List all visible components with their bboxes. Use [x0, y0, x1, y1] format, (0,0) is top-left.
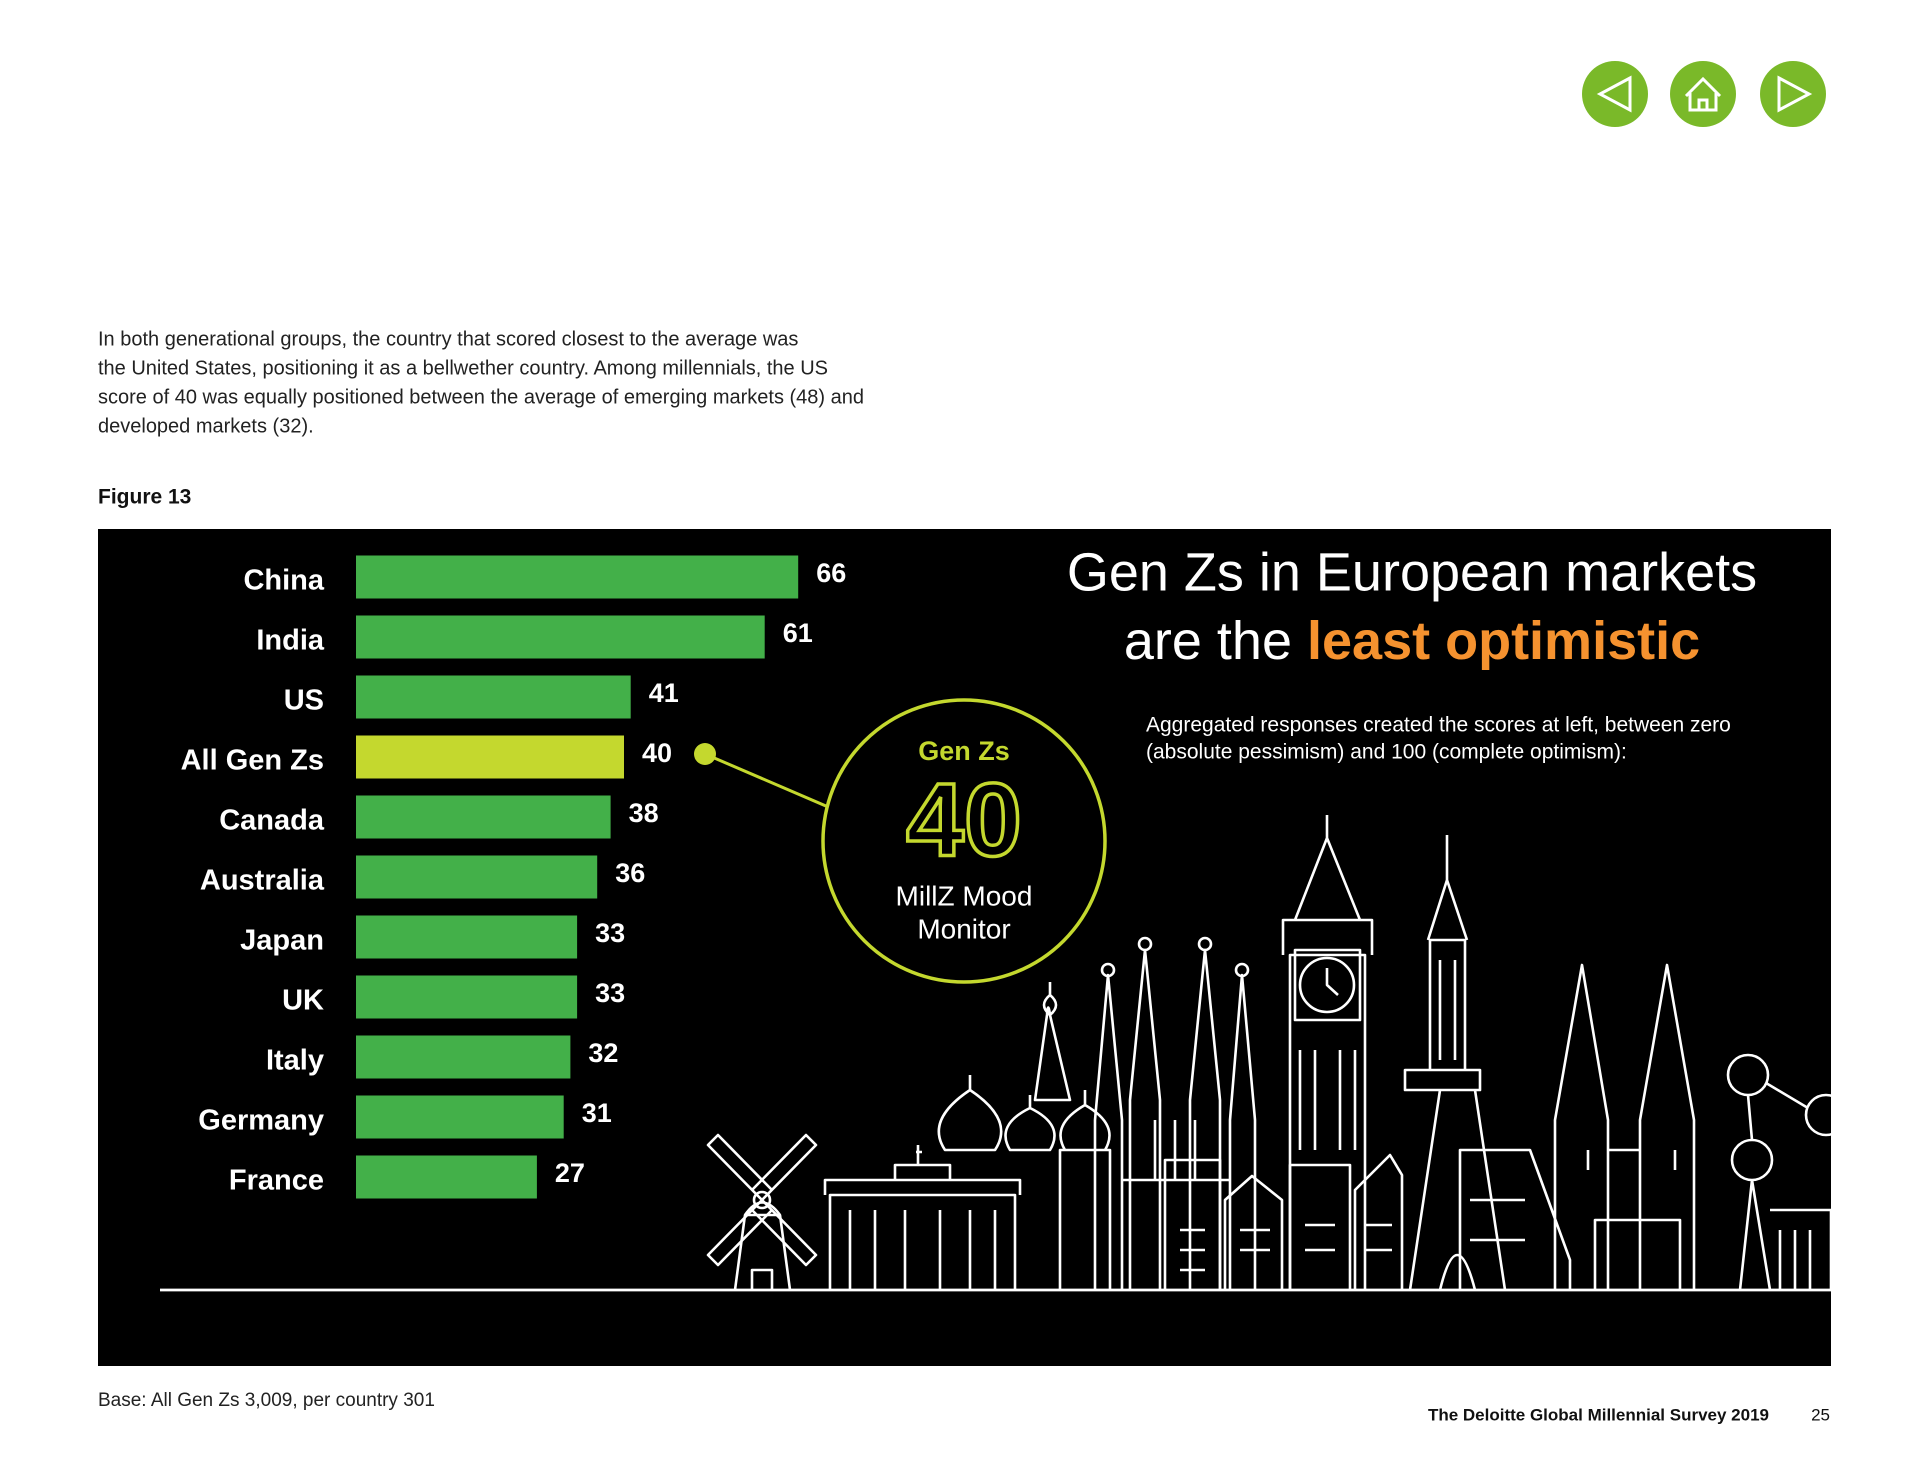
callout-value: 40	[906, 762, 1022, 878]
value-label: 31	[582, 1098, 612, 1128]
body-text: score of 40 was equally positioned betwe…	[98, 386, 864, 408]
skyline-shape	[1804, 1093, 1848, 1137]
category-label: France	[229, 1165, 324, 1197]
skyline-shape	[1325, 968, 1339, 996]
figure-label: Figure 13	[98, 486, 191, 509]
skyline-shape	[1163, 1153, 1404, 1290]
category-label: All Gen Zs	[181, 745, 324, 777]
category-label: UK	[282, 985, 324, 1017]
value-label: 32	[588, 1038, 618, 1068]
value-label: 38	[629, 798, 659, 828]
chart-title-accent: least optimistic	[1307, 611, 1700, 671]
bar	[356, 975, 578, 1019]
skyline-shape	[706, 1133, 818, 1267]
publication: The Deloitte Global Millennial Survey 20…	[1428, 1405, 1769, 1424]
body-text: In both generational groups, the country…	[98, 328, 798, 350]
skyline-shape	[1281, 815, 1374, 1290]
value-label: 33	[595, 978, 625, 1008]
bar	[356, 795, 611, 839]
nav-button[interactable]	[1760, 61, 1826, 127]
callout-dot	[694, 743, 716, 765]
bar	[356, 915, 578, 959]
category-label: India	[256, 625, 325, 657]
value-label: 33	[595, 918, 625, 948]
callout-heading: Gen Zs	[918, 736, 1010, 766]
nav-next[interactable]	[1760, 61, 1826, 127]
category-label: Italy	[266, 1045, 324, 1077]
bar	[356, 735, 624, 779]
skyline-shape	[1197, 936, 1213, 952]
bar	[356, 1095, 564, 1139]
category-label: US	[284, 685, 324, 717]
skyline-shape	[1137, 936, 1153, 952]
skyline-shape	[1293, 948, 1362, 1022]
category-label: Japan	[240, 925, 324, 957]
page-number: 25	[1811, 1405, 1830, 1424]
nav-button[interactable]	[1582, 61, 1648, 127]
value-label: 27	[555, 1158, 585, 1188]
bar	[356, 615, 765, 659]
body-text: the United States, positioning it as a b…	[98, 357, 828, 379]
callout-ring	[821, 698, 1107, 984]
callout-caption: MillZ Mood	[896, 880, 1033, 911]
chart-title-part: are the	[1124, 611, 1292, 671]
skyline-shape	[1458, 963, 1696, 1290]
skyline-shape	[733, 1201, 792, 1291]
value-label: 66	[816, 558, 846, 588]
chart-title: are the least optimistic	[1124, 611, 1700, 671]
category-label: Canada	[219, 805, 325, 837]
skyline-shape	[1403, 835, 1507, 1291]
skyline-shape	[1298, 956, 1356, 1014]
skyline-shape	[1738, 1081, 1833, 1291]
skyline-shape	[1033, 982, 1072, 1102]
nav-icon[interactable]	[1596, 75, 1632, 113]
body-text: developed markets (32).	[98, 415, 314, 437]
nav-icon[interactable]	[1777, 75, 1813, 113]
footnote: Base: All Gen Zs 3,009, per country 301	[98, 1390, 435, 1411]
category-label: China	[243, 565, 324, 597]
bar	[356, 675, 631, 719]
callout-caption: Monitor	[917, 913, 1010, 944]
bar	[356, 855, 598, 899]
nav-icon[interactable]	[1684, 76, 1722, 112]
value-label: 40	[642, 738, 672, 768]
nav-button[interactable]	[1670, 61, 1736, 127]
chart-subtitle: (absolute pessimism) and 100 (complete o…	[1146, 741, 1627, 764]
bar	[356, 1035, 571, 1079]
skyline-shape	[752, 1190, 772, 1210]
callout: Gen Zs 40 MillZ Mood Monitor	[694, 698, 1107, 984]
category-label: Germany	[198, 1105, 324, 1137]
value-label: 61	[783, 618, 813, 648]
skyline-shape	[1234, 962, 1250, 978]
skyline-shape	[937, 1075, 1112, 1290]
value-label: 41	[649, 678, 679, 708]
value-label: 36	[615, 858, 645, 888]
chart-title: Gen Zs in European markets	[1067, 542, 1757, 602]
nav-prev[interactable]	[1582, 61, 1648, 127]
bar	[356, 555, 799, 599]
category-label: Australia	[200, 865, 325, 897]
chart-subtitle: Aggregated responses created the scores …	[1146, 714, 1731, 737]
skyline-shape	[1180, 1223, 1392, 1272]
nav-home[interactable]	[1670, 61, 1736, 127]
bar	[356, 1155, 537, 1199]
skyline-shape	[1100, 962, 1116, 978]
skyline-shape	[823, 1145, 1022, 1290]
